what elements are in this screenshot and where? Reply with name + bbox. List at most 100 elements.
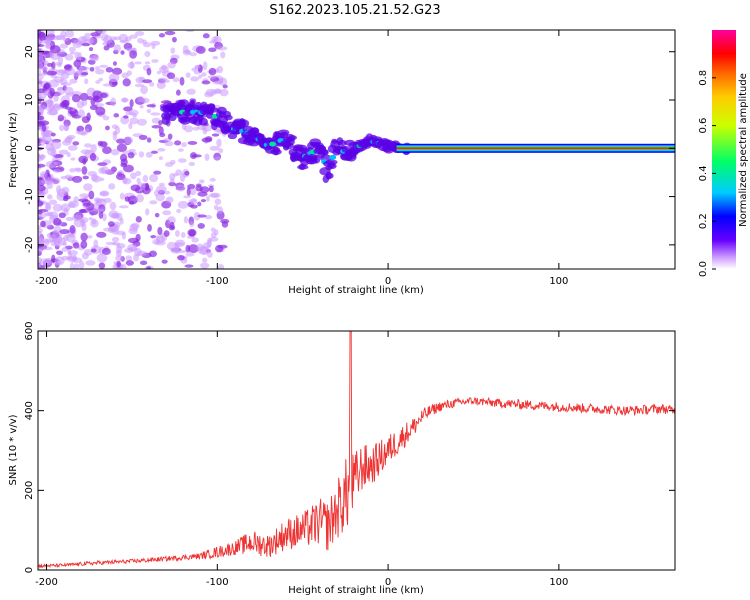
spectrogram-speckle [216, 46, 228, 51]
spectrogram-speckle [127, 243, 138, 251]
spectrogram-speckle [134, 61, 142, 65]
spectrogram-speckle [130, 184, 141, 192]
spectrogram-speckle [90, 143, 97, 153]
spectrogram-speckle [127, 61, 135, 69]
spectrogram-speckle [122, 177, 132, 185]
spectrogram-speckle [95, 106, 106, 116]
spectrogram-speckle [63, 123, 70, 132]
spectrogram-speckle [215, 244, 224, 253]
spectrogram-speckle [188, 244, 199, 254]
x-tick-label: -200 [35, 276, 58, 287]
spectrogram-speckle [209, 177, 216, 182]
snr-plot-area [38, 331, 675, 570]
spectrogram-speckle [208, 67, 217, 76]
spectrogram-speckle [150, 112, 161, 116]
spectrogram-speckle [118, 205, 129, 209]
x-tick-label: 0 [385, 276, 391, 287]
spectrogram-speckle [45, 160, 57, 169]
spectrogram-speckle [72, 175, 83, 183]
spectrogram-speckle [80, 232, 88, 242]
spectrogram-speckle [199, 179, 205, 184]
spectrogram-speckle [128, 200, 135, 205]
spectrogram-speckle [146, 137, 152, 143]
spectrogram-speckle [209, 40, 217, 44]
spectrogram-speckle [176, 184, 186, 192]
spectrogram-speckle [128, 122, 133, 130]
spectrogram-speckle [129, 117, 139, 125]
spectrogram-speckle [83, 248, 93, 256]
spectrogram-speckle [111, 81, 118, 86]
spectrogram-speckle [147, 223, 152, 232]
spectrogram-speckle [58, 212, 66, 219]
spectrogram-speckle [75, 168, 82, 173]
spectrogram-speckle [206, 239, 212, 248]
spectrogram-speckle [50, 148, 57, 158]
spectrogram-speckle [114, 125, 121, 135]
spectrogram-speckle [64, 106, 73, 110]
spectrogram-speckle [170, 247, 176, 252]
y-tick-label: 0 [24, 145, 35, 151]
spectrogram-speckle [150, 150, 159, 154]
spectrogram-speckle [102, 115, 110, 121]
spectrogram-speckle [135, 194, 144, 203]
spectrogram-speckle [94, 68, 105, 75]
spectrogram-speckle [54, 62, 63, 66]
spectrogram-speckle [200, 262, 210, 269]
spectrogram-speckle [91, 175, 102, 183]
spectrogram-speckle [208, 47, 217, 52]
spectrogram-speckle [56, 185, 62, 194]
spectrogram-speckle [52, 203, 63, 212]
snr-frame [37, 330, 676, 571]
spectrogram-speckle [138, 134, 148, 140]
spectrogram-speckle [52, 168, 62, 173]
spectrogram-speckle [67, 250, 79, 256]
spectrogram-speckle [89, 104, 98, 111]
spectrogram-speckle [38, 163, 46, 168]
spectrogram-y-ticks: -20 -10 0 10 20 [24, 45, 675, 253]
spectrogram-speckle [72, 242, 80, 249]
spectrogram-blob [331, 138, 338, 144]
spectrogram-blob [322, 149, 329, 156]
spectrogram-speckle [90, 98, 96, 106]
spectrogram-speckle [186, 88, 196, 95]
spectrogram-speckle [158, 33, 166, 38]
spectrogram-speckle [214, 156, 221, 161]
spectrogram-speckle [83, 183, 93, 191]
spectrogram-frame [37, 29, 676, 270]
spectrogram-speckle [73, 59, 82, 68]
spectrogram-speckle [38, 153, 41, 162]
spectrogram-speckle [140, 97, 150, 104]
spectrogram-speckle [119, 217, 124, 225]
spectrogram-speckle [116, 242, 126, 249]
spectrogram-speckle [153, 170, 162, 175]
spectrogram-speckle [47, 98, 54, 108]
x-tick-label: 100 [549, 276, 568, 287]
spectrogram-speckle [220, 51, 226, 59]
spectrogram-speckle [111, 236, 120, 243]
spectrogram-blob [336, 137, 344, 146]
spectrogram-blob [198, 117, 208, 126]
spectrogram-speckle [104, 169, 115, 175]
spectrogram-speckle [62, 197, 69, 202]
spectrogram-speckle [59, 124, 65, 132]
spectrogram-speckle [160, 100, 172, 104]
snr-series-line [38, 331, 675, 570]
spectrogram-speckle [212, 55, 219, 60]
spectrogram-ridge [160, 99, 411, 184]
spectrogram-speckle [38, 78, 43, 88]
spectrogram-speckle [108, 73, 120, 83]
spectrogram-speckle [53, 76, 64, 83]
spectrogram-speckle [88, 47, 94, 52]
spectrogram-speckle [120, 50, 125, 55]
spectrogram-speckle [43, 246, 53, 251]
spectrogram-speckle [210, 227, 216, 233]
spectrogram-speckle [71, 94, 81, 103]
spectrogram-speckle [134, 31, 145, 37]
spectrogram-speckle [148, 82, 155, 87]
spectrogram-speckle [98, 262, 106, 269]
spectrogram-speckle [146, 104, 156, 108]
spectrogram-speckle [185, 244, 191, 253]
spectrogram-speckle [90, 248, 97, 253]
spectrogram-speckle [189, 188, 197, 196]
spectrogram-speckle [60, 30, 67, 39]
